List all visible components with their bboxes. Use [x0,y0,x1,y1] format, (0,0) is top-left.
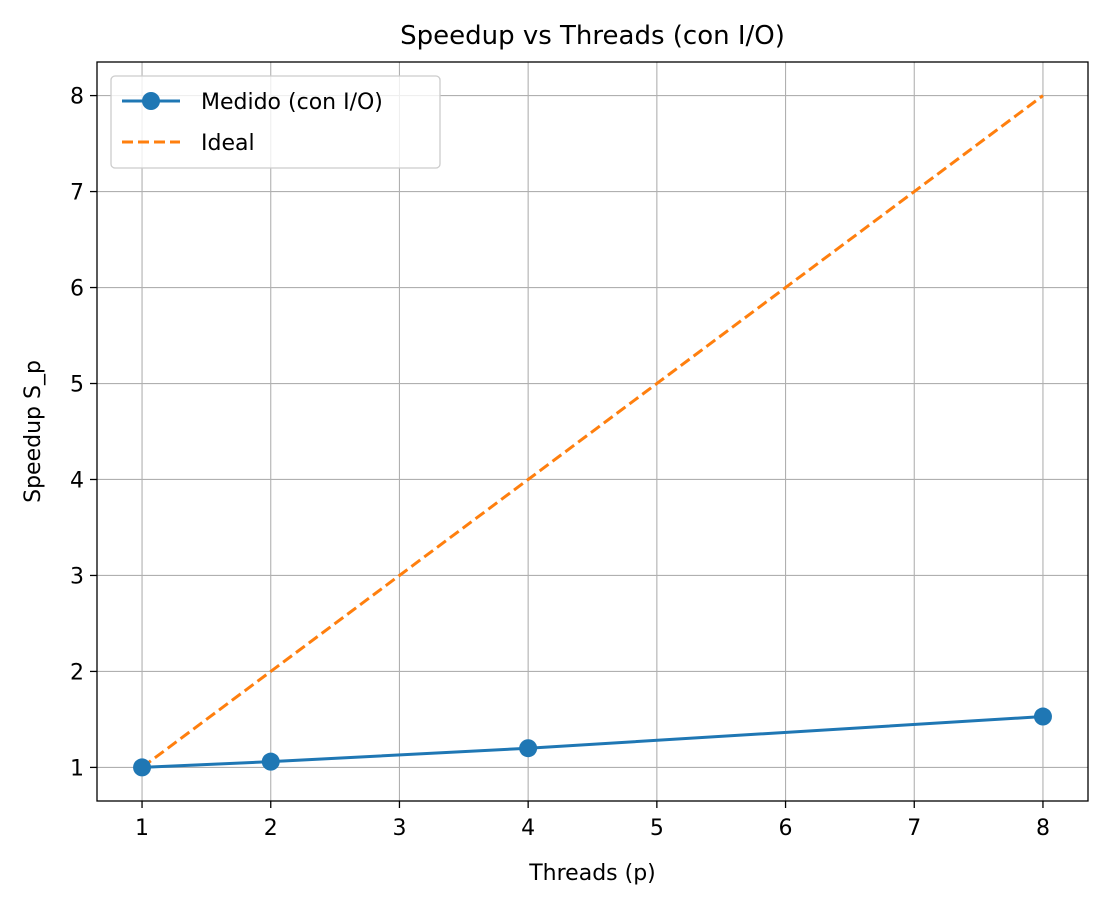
y-tick-label: 2 [70,660,84,685]
x-tick-label: 6 [779,816,793,841]
x-axis-label: Threads (p) [528,861,656,886]
data-point [133,758,152,777]
y-tick-label: 1 [70,756,84,781]
grid [97,62,1088,801]
y-axis-label: Speedup S_p [21,360,46,503]
chart-title: Speedup vs Threads (con I/O) [400,21,785,51]
x-tick-label: 2 [264,816,278,841]
plot-frame [96,61,1089,802]
legend: Medido (con I/O) Ideal [110,75,441,169]
y-tick-label: 7 [70,181,84,206]
y-tick-label: 4 [70,468,84,493]
legend-label-ideal: Ideal [201,131,255,156]
series-line-ideal [141,94,1044,769]
x-tick-label: 8 [1036,816,1050,841]
x-tick-label: 4 [521,816,535,841]
data-point [519,739,538,758]
y-tick-label: 6 [70,277,84,302]
data-point [1033,707,1052,726]
ticks: 1 2 3 4 5 6 7 8 1 2 3 4 5 6 7 8 [70,85,1050,841]
x-tick-label: 3 [392,816,406,841]
y-tick-label: 3 [70,564,84,589]
y-tick-label: 5 [70,373,84,398]
legend-marker-medido [142,92,160,110]
x-tick-label: 5 [650,816,664,841]
series-layer [133,94,1052,777]
y-tick-label: 8 [70,85,84,110]
x-tick-label: 7 [907,816,921,841]
series-line-medido [141,715,1044,769]
legend-box [110,75,441,169]
legend-label-medido: Medido (con I/O) [201,90,383,115]
data-point [261,752,280,771]
x-tick-label: 1 [135,816,149,841]
